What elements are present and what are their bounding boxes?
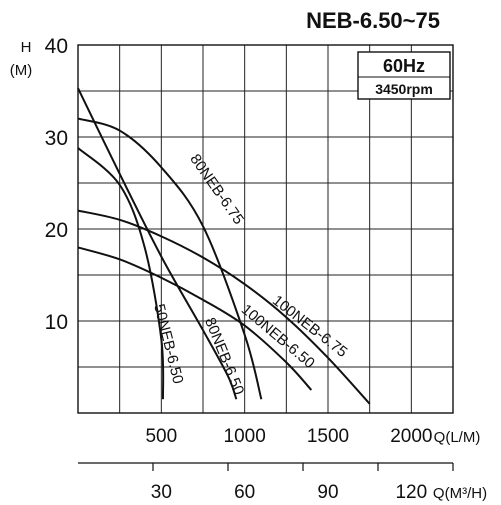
labels: NEB-6.50~75 60Hz 3450rpm H (M) 10 20 30 40 500 100… <box>10 8 487 503</box>
curve-100neb-6.75 <box>77 209 371 405</box>
x2-tick-label: 30 <box>151 482 172 503</box>
plot-frame <box>77 44 454 414</box>
curves <box>77 87 371 405</box>
curve-label: 50NEB-6.50 <box>150 302 186 385</box>
grid-lines <box>77 44 454 414</box>
x-tick-label: 1500 <box>307 426 349 447</box>
y-tick-label: 10 <box>45 311 68 334</box>
curve-label: 100NEB-6.75 <box>269 292 350 361</box>
curve-80neb-6.50 <box>77 87 238 400</box>
curve-100neb-6.50 <box>77 246 313 391</box>
chart-title: NEB-6.50~75 <box>306 8 440 33</box>
y-tick-label: 40 <box>45 35 68 58</box>
curve-label: 80NEB-6.75 <box>186 151 247 228</box>
x2-tick-label: 90 <box>317 482 338 503</box>
axes <box>78 462 454 471</box>
x2-axis-unit: Q(M³/H) <box>433 485 487 502</box>
curve-80neb-6.75 <box>77 117 263 400</box>
x2-tick-label: 120 <box>395 482 427 503</box>
y-tick-label: 30 <box>45 127 68 150</box>
curve-50neb-6.50 <box>77 147 165 400</box>
x-tick-label: 1000 <box>224 426 266 447</box>
y-axis-label: H <box>21 39 32 56</box>
x-tick-label: 2000 <box>390 426 432 447</box>
rpm-badge <box>357 51 451 100</box>
x2-tick-label: 60 <box>234 482 255 503</box>
x-axis-unit: Q(L/M) <box>434 429 481 446</box>
frequency-label: 60Hz <box>383 56 425 76</box>
y-axis-unit: (M) <box>10 62 33 79</box>
curve-label: 80NEB-6.50 <box>201 315 247 397</box>
y-tick-label: 20 <box>45 219 68 242</box>
speed-label: 3450rpm <box>375 81 433 97</box>
x-tick-label: 500 <box>145 426 177 447</box>
